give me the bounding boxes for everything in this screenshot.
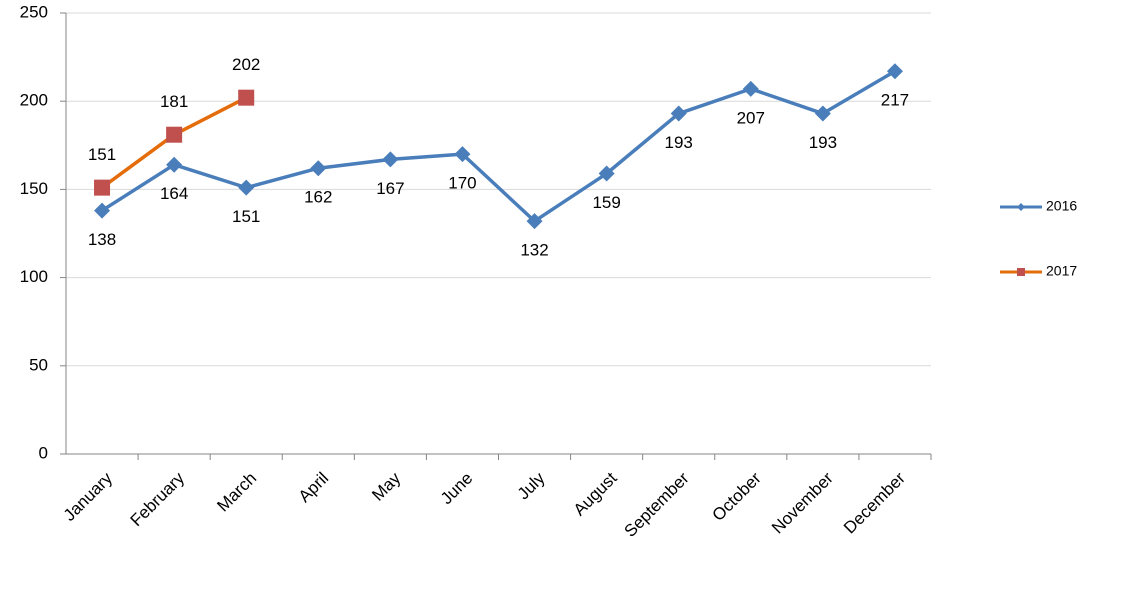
data-label: 132: [520, 241, 548, 260]
data-point: [886, 63, 903, 80]
legend-entry: 2016: [1000, 198, 1077, 214]
data-point: [742, 80, 759, 97]
x-tick-label: November: [768, 468, 837, 537]
data-point: [166, 126, 183, 143]
data-point: [814, 105, 831, 122]
x-tick-label: July: [514, 468, 549, 503]
data-point: [94, 202, 111, 219]
y-tick-label: 0: [39, 443, 48, 462]
x-tick-label: June: [437, 469, 477, 509]
data-point: [382, 151, 399, 168]
data-label: 151: [88, 145, 116, 164]
data-label: 164: [160, 184, 188, 203]
data-label: 167: [376, 179, 404, 198]
data-point: [94, 179, 111, 196]
y-tick-label: 50: [29, 355, 48, 374]
x-tick-label: December: [840, 468, 909, 537]
legend-marker: [1017, 268, 1025, 276]
x-tick-label: January: [60, 468, 117, 525]
data-label: 217: [881, 91, 909, 110]
data-point: [166, 156, 183, 173]
data-label: 181: [160, 92, 188, 111]
data-point: [526, 213, 543, 230]
data-label: 138: [88, 230, 116, 249]
data-label: 193: [665, 133, 693, 152]
x-tick-label: August: [570, 468, 621, 519]
x-tick-label: February: [127, 468, 189, 530]
data-point: [670, 105, 687, 122]
x-tick-label: May: [368, 468, 404, 504]
data-point: [454, 146, 471, 163]
data-label: 162: [304, 188, 332, 207]
y-tick-label: 100: [20, 267, 48, 286]
data-point: [310, 160, 327, 177]
legend-label: 2016: [1046, 198, 1077, 214]
legend-label: 2017: [1046, 263, 1077, 279]
y-tick-label: 150: [20, 179, 48, 198]
x-tick-label: March: [213, 469, 260, 516]
y-tick-label: 250: [20, 2, 48, 21]
data-label: 151: [232, 207, 260, 226]
legend-marker: [1017, 203, 1025, 211]
data-label: 202: [232, 55, 260, 74]
y-tick-label: 200: [20, 91, 48, 110]
data-label: 159: [592, 193, 620, 212]
legend-entry: 2017: [1000, 263, 1077, 279]
series-line: [101, 69, 896, 223]
x-tick-label: September: [620, 468, 692, 540]
data-label: 207: [737, 108, 765, 127]
data-point: [598, 165, 615, 182]
x-tick-label: April: [295, 469, 332, 506]
data-label: 170: [448, 174, 476, 193]
x-tick-label: October: [709, 468, 765, 524]
data-point: [238, 179, 255, 196]
data-point: [238, 89, 255, 106]
data-label: 193: [809, 133, 837, 152]
